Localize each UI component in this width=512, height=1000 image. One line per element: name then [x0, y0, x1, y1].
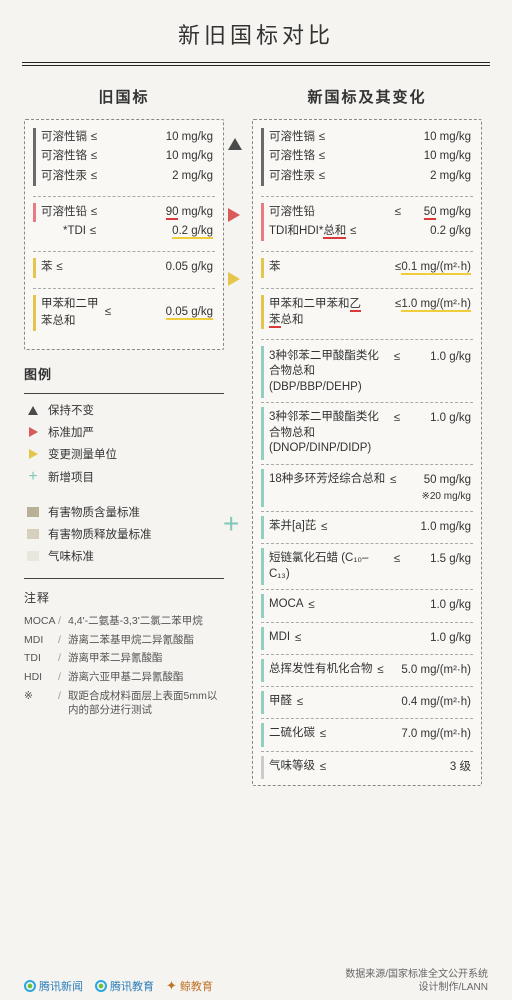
legend-item: 标准加严 [24, 424, 224, 440]
new-standard-panel: 可溶性镉≤10 mg/kg 可溶性铬≤10 mg/kg 可溶性汞≤2 mg/kg… [252, 119, 482, 786]
note-row: MOCA/4,4'-二氨基-3,3'二氯二苯甲烷 [24, 614, 224, 629]
table-row: 苯并[a]芘 ≤ 1.0 mg/kg [261, 516, 473, 539]
note-row: HDI/游离六亚甲基二异氰酸酯 [24, 670, 224, 685]
table-row: MOCA ≤ 1.0 g/kg [261, 594, 473, 617]
logo-tencent-edu: 腾讯教育 [95, 978, 154, 994]
legend-item: +新增项目 [24, 468, 224, 486]
table-row: 可溶性汞≤2 mg/kg [33, 167, 215, 186]
marker-stricter-icon [228, 208, 240, 222]
footer-credits: 数据来源/国家标准全文公开系统 设计制作/LANN [345, 968, 488, 994]
table-row: MDI ≤ 1.0 g/kg [261, 627, 473, 650]
table-row: 可溶性铅≤50 mg/kg [261, 203, 473, 222]
table-row: 二硫化碳 ≤ 7.0 mg/(m²·h) [261, 723, 473, 746]
table-row: 可溶性镉≤10 mg/kg [261, 128, 473, 147]
page-title: 新旧国标对比 [0, 0, 512, 62]
marker-new-icon: + [223, 510, 239, 538]
table-row: 甲醛 ≤ 0.4 mg/(m²·h) [261, 691, 473, 714]
note-row: TDI/游离甲苯二异氰酸酯 [24, 651, 224, 666]
table-row: 可溶性镉≤10 mg/kg [33, 128, 215, 147]
right-title: 新国标及其变化 [252, 86, 482, 107]
right-column: 新国标及其变化 可溶性镉≤10 mg/kg 可溶性铬≤10 mg/kg 可溶性汞… [252, 80, 482, 786]
table-row: 气味等级 ≤ 3 级 [261, 756, 473, 779]
logo-tencent-news: 腾讯新闻 [24, 978, 83, 994]
table-row: 甲苯和二甲苯和乙苯总和≤1.0 mg/(m²·h) [261, 295, 473, 329]
footer: 腾讯新闻 腾讯教育 ✦鲸教育 数据来源/国家标准全文公开系统 设计制作/LANN [0, 968, 512, 994]
table-row: 可溶性铬≤10 mg/kg [261, 147, 473, 166]
table-row: 总挥发性有机化合物 ≤ 5.0 mg/(m²·h) [261, 659, 473, 682]
columns: + 旧国标 可溶性镉≤10 mg/kg 可溶性铬≤10 mg/kg 可溶性汞≤2… [0, 80, 512, 786]
table-row: 可溶性铬≤10 mg/kg [33, 147, 215, 166]
table-row: 可溶性铅≤90 mg/kg [33, 203, 215, 222]
legend-swatch: 有害物质含量标准 [24, 504, 224, 520]
table-row: 可溶性汞≤2 mg/kg [261, 167, 473, 186]
legend-item: 保持不变 [24, 402, 224, 418]
table-row: TDI和HDI*总和≤0.2 g/kg [261, 222, 473, 241]
legend-item: 变更测量单位 [24, 446, 224, 462]
legend-title: 图例 [24, 364, 224, 383]
note-row: MDI/游离二苯基甲烷二异氰酸酯 [24, 633, 224, 648]
note-row: ※/取距合成材料面层上表面5mm以内的部分进行测试 [24, 689, 224, 718]
marker-unit-change-icon [228, 272, 240, 286]
legend-swatch: 有害物质释放量标准 [24, 526, 224, 542]
table-row: 3种邻苯二甲酸酯类化合物总和 (DNOP/DINP/DIDP) ≤ 1.0 g/… [261, 407, 473, 460]
left-title: 旧国标 [24, 86, 224, 107]
table-row: 苯≤0.1 mg/(m²·h) [261, 258, 473, 277]
notes-title: 注释 [24, 589, 224, 606]
table-row: 3种邻苯二甲酸酯类化合物总和 (DBP/BBP/DEHP) ≤ 1.0 g/kg [261, 346, 473, 399]
logo-jing-edu: ✦鲸教育 [166, 978, 213, 994]
title-divider [22, 62, 490, 66]
left-column: 旧国标 可溶性镉≤10 mg/kg 可溶性铬≤10 mg/kg 可溶性汞≤2 m… [24, 80, 224, 786]
table-row: 苯≤0.05 g/kg [33, 258, 215, 277]
table-row: *TDI≤0.2 g/kg [33, 222, 215, 241]
legend-swatch: 气味标准 [24, 548, 224, 564]
table-row: 18种多环芳烃综合总和 ≤ 50 mg/kg※20 mg/kg [261, 469, 473, 507]
old-standard-panel: 可溶性镉≤10 mg/kg 可溶性铬≤10 mg/kg 可溶性汞≤2 mg/kg… [24, 119, 224, 350]
table-row: 甲苯和二甲苯总和≤0.05 g/kg [33, 295, 215, 332]
marker-unchanged-icon [228, 138, 242, 150]
table-row: 短链氯化石蜡 (C₁₀–C₁₃) ≤ 1.5 g/kg [261, 548, 473, 585]
footer-logos: 腾讯新闻 腾讯教育 ✦鲸教育 [24, 978, 213, 994]
